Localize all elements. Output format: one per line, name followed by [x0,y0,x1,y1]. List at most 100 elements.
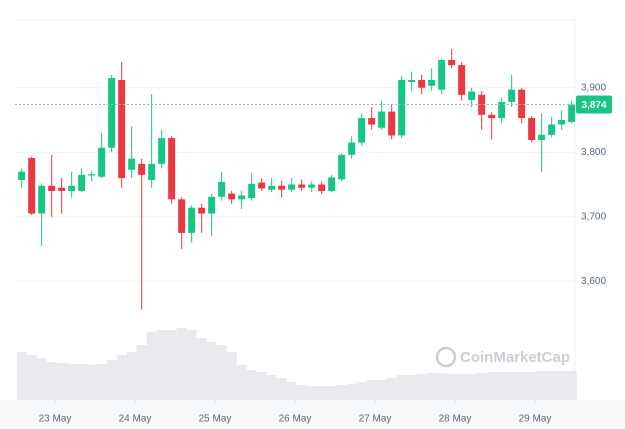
volume-bar [26,355,37,400]
candle-body [218,181,226,197]
volume-bar [66,364,77,400]
current-price-label: 3,874 [581,100,606,111]
candle-body [48,185,56,191]
candle-body [458,65,466,95]
volume-bar [76,364,87,400]
candle-body [518,89,526,119]
volume-bar [16,352,27,400]
volume-bar [356,382,367,400]
volume-bar [226,352,237,400]
candle-body [478,94,486,115]
x-tick-label: 26 May [279,414,312,425]
volume-bar [286,382,297,400]
volume-bar [466,374,477,400]
volume-bar [476,373,487,400]
volume-bar [556,371,567,400]
candle-body [338,154,346,180]
volume-bar [506,372,517,400]
candle-body [508,89,516,102]
volume-bar [416,374,427,400]
candle-body [258,182,266,189]
volume-bar [166,330,177,400]
volume-bar [456,374,467,400]
candle-body [318,184,326,191]
volume-bar [426,373,437,400]
x-tick-label: 25 May [199,414,232,425]
x-tick-label: 27 May [359,414,392,425]
watermark: CoinMarketCap [435,346,570,368]
candle-body [128,158,136,170]
candle-body [208,196,216,214]
volume-bar [526,372,537,400]
candle-body [168,138,176,200]
y-tick-label: 3,700 [581,211,606,222]
volume-bar [326,386,337,400]
volume-bar [186,330,197,400]
y-tick-label: 3,800 [581,147,606,158]
volume-bar [516,372,527,400]
volume-bar [536,371,547,400]
candle-body [158,138,166,164]
candle-body [488,114,496,119]
volume-bar [406,375,417,400]
candle-body [308,184,316,188]
candle-body [18,171,26,180]
candle-body [68,185,76,191]
current-price-box [576,95,612,114]
candle-body [348,142,356,155]
candle-body [398,80,406,136]
volume-bar [136,345,147,400]
volume-bar [276,378,287,400]
volume-bar [306,386,317,400]
x-tick-label: 28 May [439,414,472,425]
candle-body [188,207,196,233]
y-tick-label: 3,600 [581,276,606,287]
volume-bar [366,380,377,400]
volume-layer [16,328,577,400]
y-tick-label: 3,900 [581,82,606,93]
volume-bar [36,358,47,400]
candle-body [88,174,96,176]
candle-body [468,91,476,100]
candle-body [498,101,506,119]
candle-body [78,174,86,191]
candle-body [528,118,536,140]
volume-bar [126,352,137,400]
candle-body [148,163,156,180]
candle-body [178,199,186,233]
candle-body [388,111,396,136]
volume-bar [546,371,557,400]
candle-body [378,111,386,128]
candle-body [118,80,126,179]
candle-body [418,80,426,88]
candle-body [278,185,286,190]
candle-body [448,60,456,66]
candle-body [28,158,36,214]
candle-body [548,124,556,135]
volume-bar [486,372,497,400]
candle-body [558,120,566,125]
volume-bar [146,332,157,400]
volume-bar [266,375,277,400]
candle-body [298,184,306,188]
volume-bar [436,373,447,400]
candle-body [58,187,66,191]
watermark-text: CoinMarketCap [460,349,570,366]
volume-bar [446,374,457,400]
candle-body [438,60,446,90]
volume-bar [96,364,107,400]
volume-bar [376,380,387,400]
candle-body [428,80,436,86]
candle-body [538,134,546,140]
candle-body [198,207,206,214]
candle-body [268,185,276,190]
candle-body [358,118,366,143]
volume-bar [46,362,57,400]
volume-bar [116,355,127,400]
volume-bar [196,338,207,400]
candle-body [138,163,146,175]
candle-body [38,185,46,214]
volume-bar [496,372,507,400]
volume-bar [396,375,407,400]
